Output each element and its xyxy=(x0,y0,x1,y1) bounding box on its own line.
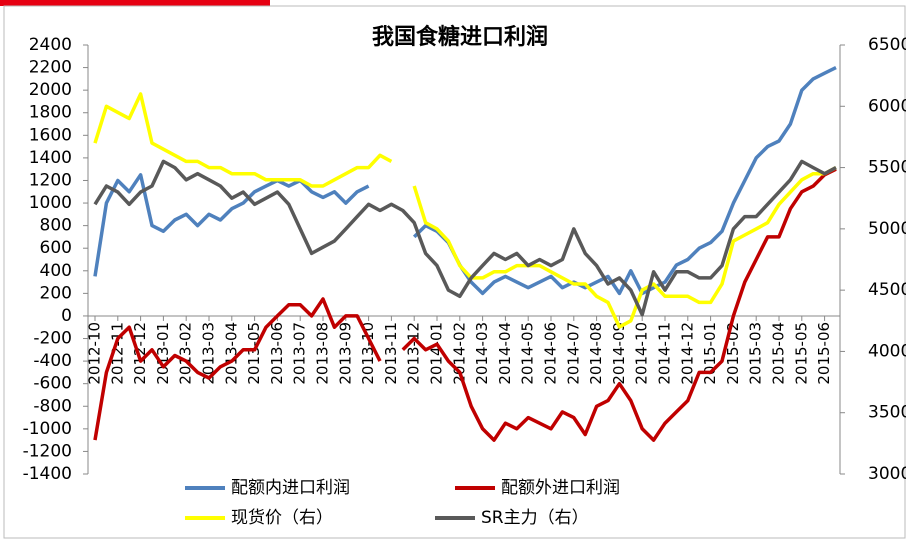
x-tick-label: 2014-12 xyxy=(678,322,696,385)
x-tick-label: 2013-12 xyxy=(405,322,423,385)
y-tick-label: 2200 xyxy=(29,58,72,78)
y2-tick-label: 3500 xyxy=(868,403,906,423)
y-tick-label: 2000 xyxy=(29,80,72,100)
x-tick-label: 2015-04 xyxy=(770,322,788,385)
y2-tick-label: 4500 xyxy=(868,280,906,300)
frame xyxy=(3,5,906,539)
y-tick-label: 0 xyxy=(61,306,72,326)
x-tick-label: 2014-03 xyxy=(473,322,491,385)
x-tick-label: 2015-02 xyxy=(724,322,742,385)
x-tick-label: 2014-09 xyxy=(610,322,628,385)
x-tick-label: 2013-11 xyxy=(382,322,400,385)
legend-label: SR主力（右） xyxy=(481,508,589,528)
x-tick-label: 2013-08 xyxy=(314,322,332,385)
y-tick-label: 1800 xyxy=(29,103,72,123)
y-tick-label: 400 xyxy=(40,261,72,281)
x-tick-label: 2014-07 xyxy=(564,322,582,385)
y-tick-label: 600 xyxy=(40,238,72,258)
y-tick-label: 1200 xyxy=(29,170,72,190)
x-tick-label: 2013-03 xyxy=(200,322,218,385)
x-tick-label: 2012-10 xyxy=(86,322,104,385)
x-tick-label: 2013-05 xyxy=(245,322,263,385)
legend-label: 配额内进口利润 xyxy=(231,478,350,498)
series-line xyxy=(93,297,382,441)
y2-tick-label: 5000 xyxy=(868,219,906,239)
y-tick-label: -1000 xyxy=(23,419,72,439)
x-tick-label: 2013-09 xyxy=(336,322,354,385)
x-tick-label: 2015-05 xyxy=(792,322,810,385)
x-tick-label: 2013-06 xyxy=(268,322,286,385)
header-bar xyxy=(0,0,270,6)
y-tick-label: 1600 xyxy=(29,125,72,145)
y2-tick-label: 4000 xyxy=(868,341,906,361)
y2-tick-label: 6000 xyxy=(868,96,906,116)
x-tick-label: 2015-06 xyxy=(815,322,833,385)
y-tick-label: 200 xyxy=(40,283,72,303)
chart-title: 我国食糖进口利润 xyxy=(372,24,548,50)
legend-label: 现货价（右） xyxy=(231,508,333,528)
y2-tick-label: 3000 xyxy=(868,464,906,484)
x-tick-label: 2012-11 xyxy=(108,322,126,385)
x-tick-label: 2013-01 xyxy=(154,322,172,385)
x-tick-label: 2013-04 xyxy=(222,322,240,385)
x-tick-label: 2014-01 xyxy=(428,322,446,385)
x-tick-label: 2014-05 xyxy=(519,322,537,385)
legend-label: 配额外进口利润 xyxy=(501,478,620,498)
x-tick-label: 2013-10 xyxy=(359,322,377,385)
y-tick-label: 800 xyxy=(40,216,72,236)
x-tick-label: 2014-10 xyxy=(633,322,651,385)
y-tick-label: -600 xyxy=(33,374,72,394)
y2-tick-label: 6500 xyxy=(868,35,906,55)
x-tick-label: 2014-11 xyxy=(656,322,674,385)
series-line xyxy=(401,167,837,442)
series-line xyxy=(412,166,837,329)
y2-tick-label: 5500 xyxy=(868,158,906,178)
y-tick-label: -800 xyxy=(33,396,72,416)
x-tick-label: 2013-07 xyxy=(291,322,309,385)
y-tick-label: -400 xyxy=(33,351,72,371)
x-tick-label: 2014-04 xyxy=(496,322,514,385)
x-tick-label: 2012-12 xyxy=(131,322,149,385)
x-tick-label: 2014-06 xyxy=(542,322,560,385)
x-tick-label: 2015-01 xyxy=(701,322,719,385)
y-tick-label: -200 xyxy=(33,329,72,349)
series-line xyxy=(93,92,393,188)
y-tick-label: -1400 xyxy=(23,464,72,484)
x-tick-label: 2014-08 xyxy=(587,322,605,385)
y-tick-label: 1000 xyxy=(29,193,72,213)
series-line xyxy=(93,173,370,277)
y-tick-label: -1200 xyxy=(23,441,72,461)
series-line xyxy=(412,66,837,296)
series-line xyxy=(93,159,837,317)
x-tick-label: 2013-02 xyxy=(177,322,195,385)
y-tick-label: 2400 xyxy=(29,35,72,55)
y-tick-label: 1400 xyxy=(29,148,72,168)
x-tick-label: 2015-03 xyxy=(747,322,765,385)
